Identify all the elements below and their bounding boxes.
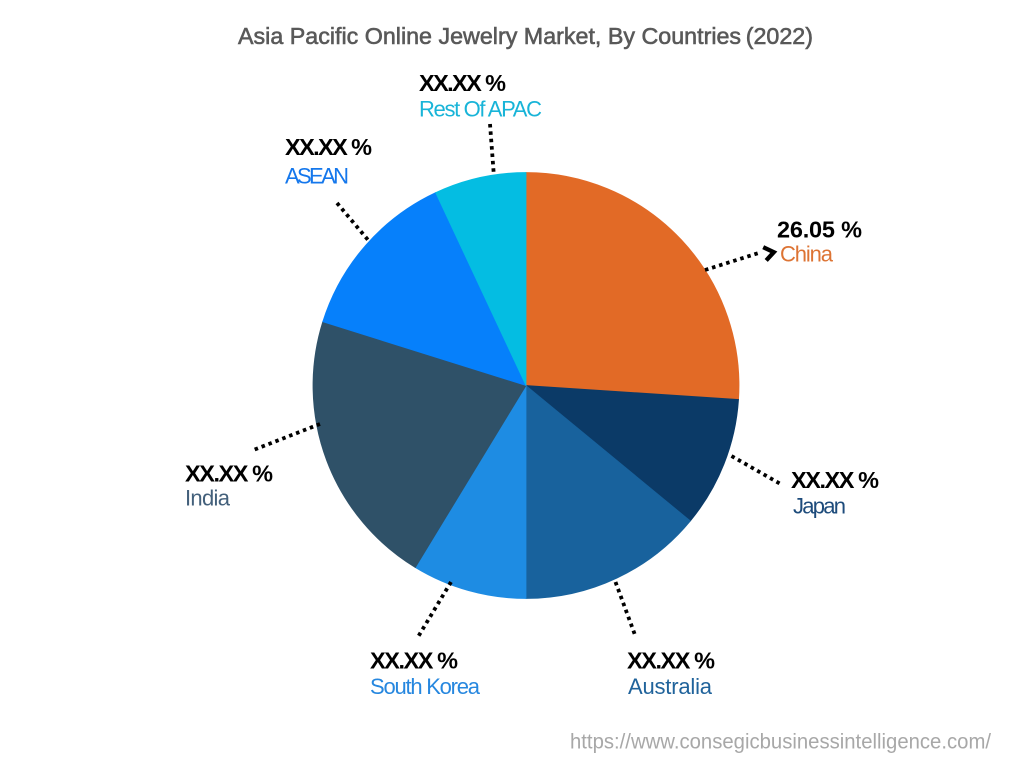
svg-text:Asia Pacific Online Jewelry Ma: Asia Pacific Online Jewelry Market, By C… (238, 23, 813, 49)
svg-text:South Korea: South Korea (370, 674, 481, 699)
svg-text:XX.XX %: XX.XX % (185, 461, 273, 487)
svg-text:XX.XX %: XX.XX % (370, 647, 458, 673)
svg-text:ASEAN: ASEAN (285, 164, 349, 189)
svg-text:XX.XX %: XX.XX % (791, 467, 879, 493)
svg-text:Australia: Australia (628, 674, 713, 699)
svg-text:India: India (185, 486, 231, 511)
svg-text:XX.XX %: XX.XX % (419, 70, 506, 96)
svg-text:Japan: Japan (793, 494, 846, 519)
svg-text:XX.XX %: XX.XX % (285, 134, 372, 160)
svg-text:Rest Of APAC: Rest Of APAC (419, 97, 542, 122)
svg-text:https://www.consegicbusinessin: https://www.consegicbusinessintelligence… (570, 730, 991, 754)
svg-text:China: China (780, 242, 834, 267)
svg-text:26.05 %: 26.05 % (777, 217, 862, 243)
svg-text:XX.XX %: XX.XX % (627, 647, 715, 673)
